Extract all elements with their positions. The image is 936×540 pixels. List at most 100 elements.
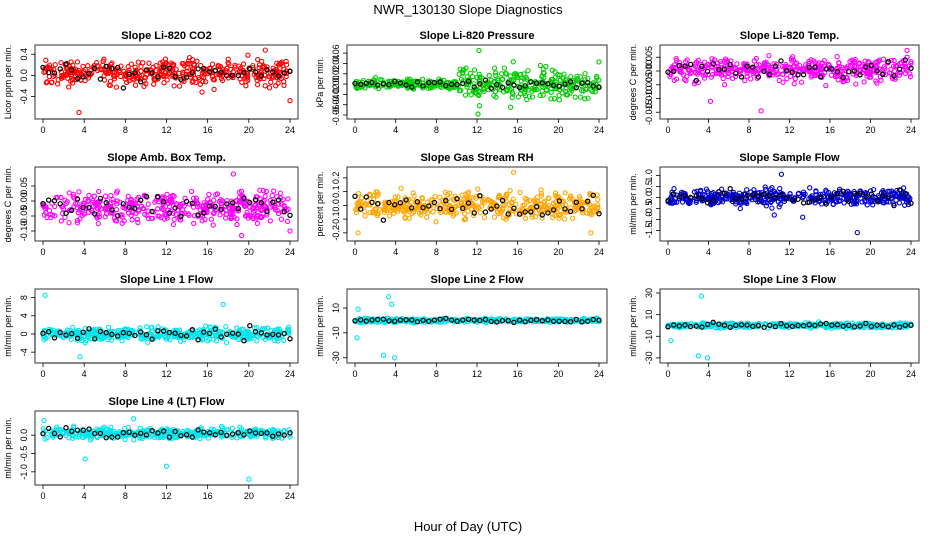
- data-point: [769, 205, 775, 211]
- hourly-point: [528, 209, 534, 215]
- data-point: [897, 69, 903, 76]
- data-point: [98, 206, 104, 212]
- panel-title: Slope Gas Stream RH: [420, 152, 533, 164]
- data-point: [513, 201, 519, 207]
- data-point: [429, 200, 435, 206]
- hourly-point: [829, 65, 835, 72]
- y-tick-label: -30: [331, 351, 341, 364]
- data-point: [787, 73, 794, 80]
- hourly-point: [902, 57, 909, 63]
- data-point: [496, 194, 502, 200]
- data-point: [471, 86, 477, 93]
- hourly-point: [874, 68, 880, 74]
- data-point: [125, 64, 131, 70]
- data-point: [161, 80, 167, 86]
- data-point: [197, 81, 204, 87]
- hourly-point: [727, 185, 733, 192]
- data-point: [833, 199, 839, 205]
- hourly-point: [693, 77, 700, 84]
- data-point: [111, 73, 118, 80]
- data-point: [136, 73, 143, 79]
- hourly-point: [91, 65, 98, 72]
- outlier-point: [262, 47, 268, 53]
- data-point: [524, 196, 530, 203]
- data-point: [800, 193, 807, 200]
- data-point: [498, 208, 505, 214]
- hourly-point: [772, 63, 779, 69]
- x-tick-label: 12: [472, 369, 482, 379]
- hourly-point: [471, 210, 477, 216]
- data-point: [443, 201, 449, 207]
- y-tick-label: -0.010: [644, 86, 654, 112]
- data-point: [189, 79, 195, 85]
- outlier-point: [163, 463, 170, 469]
- data-point: [481, 197, 487, 203]
- data-point: [771, 189, 778, 195]
- hourly-point: [57, 201, 63, 207]
- y-axis-label: Licor ppm per min.: [3, 45, 13, 120]
- hourly-point: [40, 200, 46, 207]
- x-tick-label: 12: [784, 369, 794, 379]
- outlier-point: [476, 47, 482, 54]
- data-point: [741, 63, 747, 69]
- series-points: [667, 47, 914, 114]
- data-point: [473, 203, 480, 209]
- data-point: [261, 203, 268, 209]
- data-point: [133, 210, 139, 216]
- data-point: [582, 76, 588, 83]
- data-point: [436, 76, 442, 82]
- data-point: [907, 74, 914, 80]
- data-point: [908, 60, 914, 66]
- data-point: [737, 205, 743, 212]
- hourly-point: [460, 205, 466, 211]
- data-point: [73, 76, 80, 83]
- y-tick-label: 8: [19, 295, 29, 300]
- data-point: [260, 188, 266, 194]
- data-point: [821, 57, 827, 64]
- data-point: [146, 60, 152, 66]
- hourly-point: [252, 197, 259, 203]
- data-point: [110, 210, 116, 216]
- data-point: [202, 216, 208, 223]
- data-point: [173, 66, 179, 72]
- hourly-point: [499, 197, 506, 204]
- data-point: [738, 68, 744, 74]
- hourly-point: [784, 67, 790, 74]
- data-point: [176, 83, 183, 89]
- outlier-point: [76, 109, 82, 116]
- data-point: [762, 184, 768, 190]
- data-point: [491, 214, 498, 220]
- hourly-point: [545, 80, 551, 87]
- data-point: [485, 196, 491, 203]
- data-point: [405, 197, 411, 203]
- data-point: [561, 71, 567, 77]
- hourly-point: [482, 77, 489, 83]
- hourly-point: [431, 199, 438, 206]
- data-point: [852, 59, 858, 65]
- data-point: [191, 220, 197, 227]
- data-point: [59, 210, 66, 217]
- x-tick-label: 0: [40, 125, 45, 135]
- hourly-point: [352, 193, 358, 199]
- x-tick-label: 12: [784, 125, 794, 135]
- data-point: [817, 195, 823, 201]
- data-point: [137, 76, 144, 82]
- hourly-point: [46, 69, 52, 76]
- panel-4: Slope Amb. Box Temp.degrees C per min.0 4…: [3, 152, 299, 257]
- x-tick-label: 16: [825, 369, 835, 379]
- hourly-point: [665, 69, 671, 75]
- hourly-point: [212, 67, 218, 74]
- y-tick-label: 30: [644, 288, 654, 298]
- plot-frame: [346, 288, 608, 364]
- outlier-point: [800, 214, 806, 220]
- series-points: [40, 292, 292, 360]
- y-tick-label: 0.06: [331, 44, 341, 62]
- data-point: [525, 67, 531, 74]
- data-point: [408, 79, 415, 85]
- data-point: [229, 425, 236, 431]
- data-point: [109, 60, 115, 66]
- hourly-point: [528, 79, 534, 85]
- data-point: [458, 87, 464, 94]
- data-point: [142, 211, 148, 218]
